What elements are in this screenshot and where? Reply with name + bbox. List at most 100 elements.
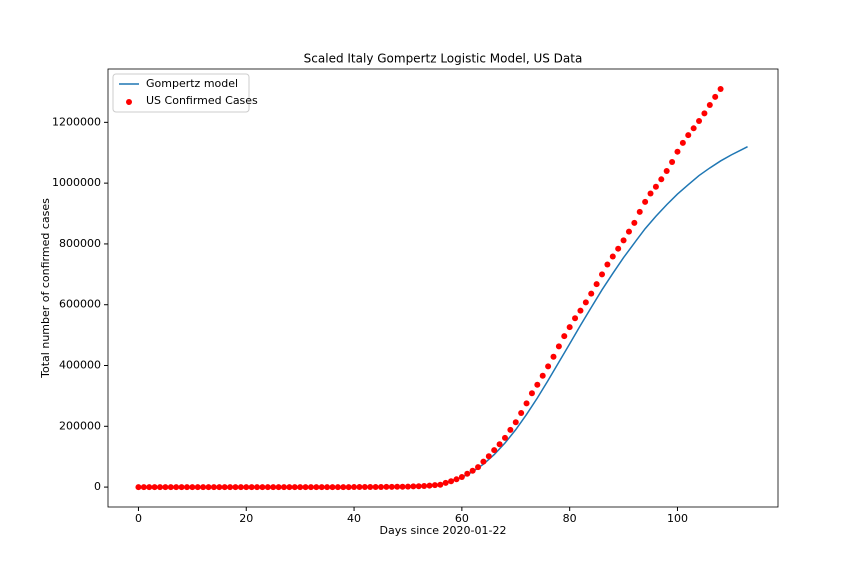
y-tick-label: 400000 — [59, 359, 101, 372]
data-point — [173, 484, 180, 491]
data-point — [345, 484, 352, 491]
data-point — [264, 484, 271, 491]
data-point — [561, 333, 568, 340]
data-point — [491, 447, 498, 454]
data-point — [167, 484, 174, 491]
data-point — [237, 484, 244, 491]
data-point — [189, 484, 196, 491]
data-point — [555, 343, 562, 350]
data-point — [383, 483, 390, 490]
data-point — [636, 208, 643, 215]
data-point — [685, 132, 692, 139]
data-point — [523, 400, 530, 407]
data-point — [291, 484, 298, 491]
data-point — [572, 315, 579, 322]
legend-swatch — [126, 99, 132, 105]
data-point — [690, 125, 697, 132]
data-point — [227, 484, 234, 491]
y-tick-label: 1000000 — [52, 176, 101, 189]
data-point — [458, 473, 465, 480]
data-point — [647, 190, 654, 197]
data-point — [712, 93, 719, 100]
data-point — [334, 484, 341, 491]
y-tick-label: 800000 — [59, 237, 101, 250]
data-point — [351, 484, 358, 491]
data-point — [642, 198, 649, 205]
x-tick-label: 0 — [135, 512, 142, 525]
data-point — [717, 86, 724, 93]
data-point — [275, 484, 282, 491]
data-point — [528, 390, 535, 397]
data-point — [442, 479, 449, 486]
data-point — [394, 483, 401, 490]
data-point — [539, 372, 546, 379]
data-point — [329, 484, 336, 491]
data-point — [431, 482, 438, 489]
data-point — [545, 363, 552, 370]
plot-frame — [107, 68, 779, 508]
data-point — [625, 228, 632, 235]
data-point — [178, 484, 185, 491]
data-point — [307, 484, 314, 491]
data-point — [135, 484, 142, 491]
data-point — [151, 484, 158, 491]
data-point — [221, 484, 228, 491]
data-point — [157, 484, 164, 491]
y-tick-label: 200000 — [59, 419, 101, 432]
data-point — [534, 381, 541, 388]
data-point — [469, 467, 476, 474]
data-point — [367, 484, 374, 491]
data-point — [475, 464, 482, 471]
y-tick-label: 1200000 — [52, 115, 101, 128]
data-point — [604, 261, 611, 268]
data-point — [582, 299, 589, 306]
data-point — [550, 353, 557, 360]
data-point — [270, 484, 277, 491]
data-point — [162, 484, 169, 491]
data-point — [706, 102, 713, 109]
x-tick-label: 40 — [347, 512, 361, 525]
y-axis-label: Total number of confirmed cases — [39, 198, 52, 379]
data-point — [318, 484, 325, 491]
x-tick-label: 60 — [455, 512, 469, 525]
data-point — [361, 484, 368, 491]
x-tick-label: 80 — [563, 512, 577, 525]
data-point — [372, 484, 379, 491]
x-axis-label: Days since 2020-01-22 — [380, 524, 507, 537]
model-line — [213, 145, 748, 488]
data-point — [313, 484, 320, 491]
data-point — [146, 484, 153, 491]
data-point — [421, 483, 428, 490]
data-point — [232, 484, 239, 491]
data-point — [243, 484, 250, 491]
data-point — [280, 484, 287, 491]
data-point — [485, 453, 492, 460]
y-tick-label: 0 — [94, 480, 101, 493]
data-point — [183, 484, 190, 491]
data-point — [324, 484, 331, 491]
data-point — [496, 441, 503, 448]
data-point — [297, 484, 304, 491]
data-point — [286, 484, 293, 491]
data-point — [140, 484, 147, 491]
data-point — [205, 484, 212, 491]
data-point — [194, 484, 201, 491]
data-point — [259, 484, 266, 491]
data-point — [453, 476, 460, 483]
data-point — [426, 482, 433, 489]
data-point — [593, 281, 600, 288]
data-point — [404, 483, 411, 490]
data-point — [652, 183, 659, 190]
data-point — [388, 483, 395, 490]
chart-title: Scaled Italy Gompertz Logistic Model, US… — [304, 52, 583, 66]
data-point — [437, 481, 444, 488]
data-point — [464, 470, 471, 477]
data-point — [631, 219, 638, 226]
data-point — [302, 484, 309, 491]
legend-box — [112, 73, 250, 113]
data-point — [669, 159, 676, 166]
data-point — [415, 483, 422, 490]
x-tick-label: 100 — [667, 512, 688, 525]
legend-label: US Confirmed Cases — [146, 94, 258, 107]
